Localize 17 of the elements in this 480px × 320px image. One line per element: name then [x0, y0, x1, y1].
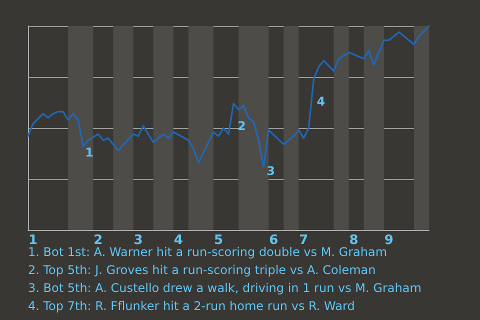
text: 4. Top 7th: R. Fflunker hit a 2-run home run vs R. Ward [28, 299, 355, 313]
x-tick-label: 4 [174, 233, 183, 248]
x-tick-label: 6 [269, 233, 278, 248]
text: 3. Bot 5th: A. Custello drew a walk, driving in 1 run vs M. Graham [28, 281, 422, 295]
annotation: 3 [266, 164, 275, 178]
text: 2. Top 5th: J. Groves hit a run-scoring triple vs A. Coleman [28, 263, 376, 277]
text: 1. Bot 1st: A. Warner hit a run-scoring double vs M. Graham [28, 245, 388, 259]
annotation: 1 [85, 145, 94, 160]
x-tick-label: 7 [299, 233, 308, 248]
x-tick-label: 5 [214, 233, 223, 248]
x-tick-label: 8 [349, 233, 358, 248]
annotation: 4 [316, 94, 326, 108]
annotation: 2 [238, 118, 246, 133]
x-tick-label: 3 [134, 233, 143, 248]
x-tick-label: 2 [94, 233, 103, 248]
x-tick-label: 1 [28, 233, 38, 248]
x-tick-label: 9 [384, 233, 394, 248]
